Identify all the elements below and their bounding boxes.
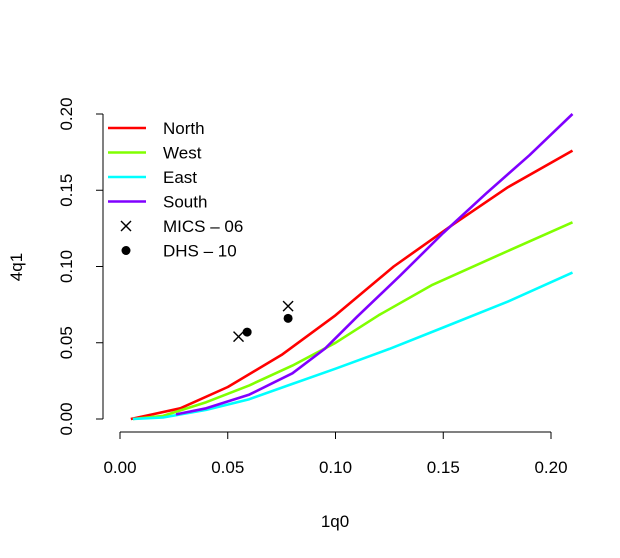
markers-layer [233,300,294,343]
series-layer [130,113,574,421]
legend-label-north: North [163,119,205,138]
x-axis-label: 1q0 [321,512,349,531]
marker-cross-0 [233,331,245,343]
y-tick-label-2: 0.10 [57,250,76,283]
series-line-north [130,149,574,421]
y-tick-label-1: 0.05 [57,326,76,359]
series-line-east [132,271,574,421]
x-tick-label-2: 0.10 [319,458,352,477]
y-tick-label-3: 0.15 [57,174,76,207]
x-axis: 0.00 0.05 0.10 0.15 0.20 [103,431,568,477]
y-axis: 0.00 0.05 0.10 0.15 0.20 [57,97,104,436]
legend-label-west: West [163,144,202,163]
legend-swatch-dot [121,246,131,255]
x-tick-label-1: 0.05 [211,458,244,477]
x-tick-label-4: 0.20 [534,458,567,477]
y-tick-label-0: 0.00 [57,402,76,435]
legend-label-marker-1: DHS – 10 [163,242,237,261]
legend-label-east: East [163,168,197,187]
legend-label-south: South [163,193,207,212]
marker-dot-0 [242,327,252,337]
y-axis-label: 4q1 [7,253,26,281]
x-tick-label-3: 0.15 [427,458,460,477]
marker-cross-1 [282,300,294,312]
marker-dot-1 [283,313,293,323]
legend-swatch-cross [120,220,132,232]
series-line-west [132,221,574,421]
legend: North West East South MICS – 06 DHS – 10 [108,119,243,261]
y-tick-label-4: 0.20 [57,97,76,130]
legend-label-marker-0: MICS – 06 [163,217,243,236]
x-tick-label-0: 0.00 [103,458,136,477]
series-line-south [175,113,574,416]
